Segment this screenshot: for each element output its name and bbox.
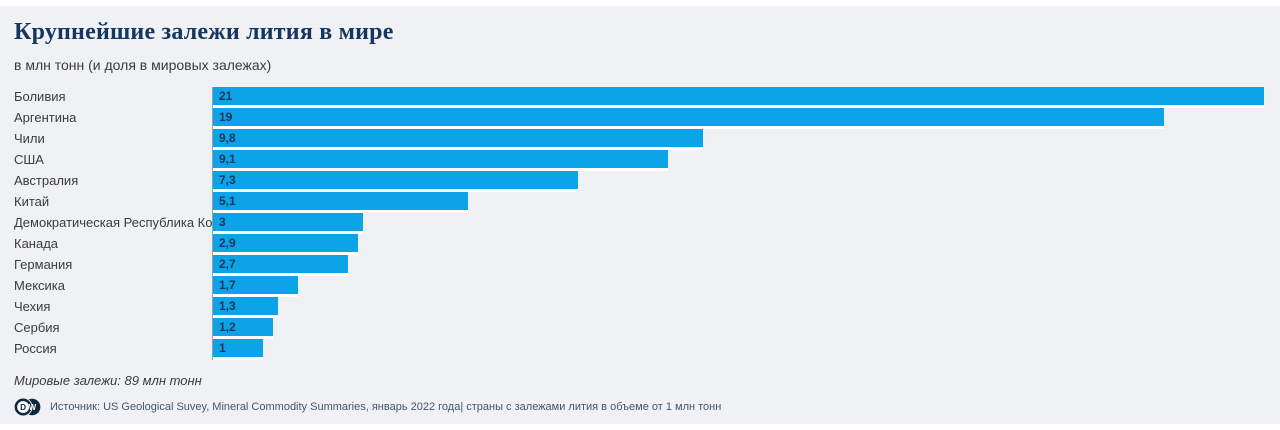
country-label: Канада [14, 236, 59, 251]
chart-subtitle: в млн тонн (и доля в мировых залежах) [14, 57, 272, 73]
country-label: США [14, 152, 44, 167]
country-label: Сербия [14, 320, 60, 335]
dw-logo-letter-w: W [29, 403, 37, 412]
bar-chart: Боливия 21 Аргентина 19 Чили 9,8 США 9,1 Австрал… [14, 87, 1264, 360]
country-label: Германия [14, 257, 73, 272]
bar: 1,2 [213, 318, 274, 339]
bar-track: 7,3 [212, 171, 1264, 192]
bar-value-label: 9,1 [219, 152, 236, 166]
chart-row: Китай 5,1 [14, 192, 1264, 213]
bar-track: 3 [212, 213, 1264, 234]
bar-track: 9,1 [212, 150, 1264, 171]
bar-value-label: 21 [219, 89, 233, 103]
chart-row: Демократическая Республика Конго 3 [14, 213, 1264, 234]
world-reserves-note: Мировые залежи: 89 млн тонн [14, 373, 202, 388]
bar-track: 1 [212, 339, 1264, 360]
bar-track: 1,3 [212, 297, 1264, 318]
dw-logo-icon: D W [14, 398, 41, 416]
bar: 1,7 [213, 276, 299, 297]
bar-track: 2,9 [212, 234, 1264, 255]
bar-value-label: 7,3 [219, 173, 236, 187]
source-row: D W Источник: US Geological Suvey, Miner… [14, 398, 1264, 416]
bar-value-label: 1,3 [219, 299, 236, 313]
bar: 9,1 [213, 150, 669, 171]
chart-row: Чехия 1,3 [14, 297, 1264, 318]
bar: 2,9 [213, 234, 359, 255]
bar: 1,3 [213, 297, 279, 318]
bar: 9,8 [213, 129, 704, 150]
chart-row: Австралия 7,3 [14, 171, 1264, 192]
chart-row: Чили 9,8 [14, 129, 1264, 150]
country-label: Чехия [14, 299, 51, 314]
bar-track: 2,7 [212, 255, 1264, 276]
chart-row: Мексика 1,7 [14, 276, 1264, 297]
bar-value-label: 3 [219, 215, 226, 229]
bar-track: 19 [212, 108, 1264, 129]
bar-value-label: 9,8 [219, 131, 236, 145]
country-label: Австралия [14, 173, 79, 188]
country-label: Китай [14, 194, 50, 209]
source-text: Источник: US Geological Suvey, Mineral C… [50, 401, 722, 413]
bar-value-label: 2,9 [219, 236, 236, 250]
chart-row: Россия 1 [14, 339, 1264, 360]
bar: 5,1 [213, 192, 469, 213]
bar: 3 [213, 213, 364, 234]
bar-value-label: 5,1 [219, 194, 236, 208]
chart-title: Крупнейшие залежи лития в мире [14, 19, 394, 45]
bar-value-label: 1,2 [219, 320, 236, 334]
country-label: Россия [14, 341, 57, 356]
bar: 21 [213, 87, 1264, 108]
chart-panel: Крупнейшие залежи лития в мире в млн тон… [0, 6, 1280, 424]
country-label: Боливия [14, 89, 66, 104]
bar: 1 [213, 339, 264, 360]
country-label: Чили [14, 131, 45, 146]
country-label: Аргентина [14, 110, 77, 125]
bar: 2,7 [213, 255, 349, 276]
chart-row: Аргентина 19 [14, 108, 1264, 129]
country-label: Мексика [14, 278, 66, 293]
chart-row: Германия 2,7 [14, 255, 1264, 276]
bar: 19 [213, 108, 1164, 129]
chart-row: Боливия 21 [14, 87, 1264, 108]
bar-value-label: 1 [219, 341, 226, 355]
chart-row: США 9,1 [14, 150, 1264, 171]
bar-value-label: 19 [219, 110, 233, 124]
dw-logo-letter-d: D [20, 403, 26, 412]
bar-value-label: 2,7 [219, 257, 236, 271]
chart-row: Канада 2,9 [14, 234, 1264, 255]
bar-track: 1,7 [212, 276, 1264, 297]
bar-value-label: 1,7 [219, 278, 236, 292]
bar: 7,3 [213, 171, 579, 192]
bar-track: 21 [212, 87, 1264, 108]
bar-track: 9,8 [212, 129, 1264, 150]
chart-row: Сербия 1,2 [14, 318, 1264, 339]
country-label: Демократическая Республика Конго [14, 215, 212, 230]
bar-track: 1,2 [212, 318, 1264, 339]
bar-track: 5,1 [212, 192, 1264, 213]
